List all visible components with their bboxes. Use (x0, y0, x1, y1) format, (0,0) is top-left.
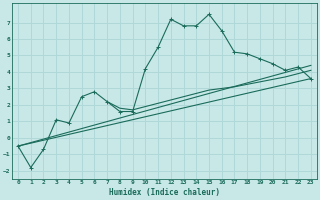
X-axis label: Humidex (Indice chaleur): Humidex (Indice chaleur) (109, 188, 220, 197)
